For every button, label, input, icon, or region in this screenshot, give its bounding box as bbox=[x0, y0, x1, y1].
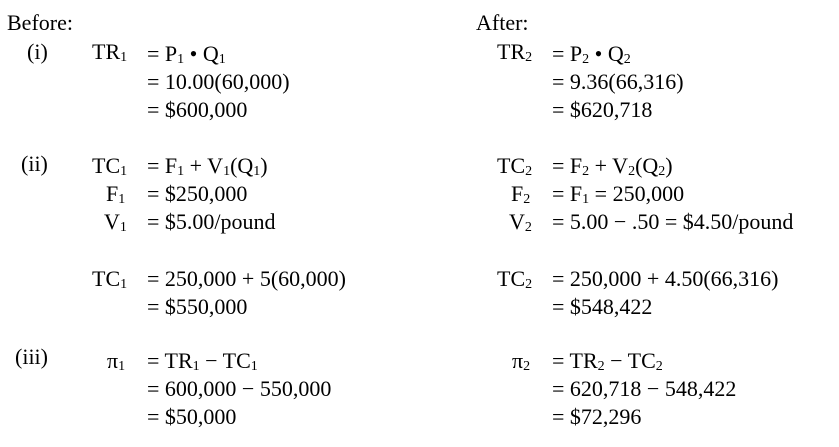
before-tc-formula: = F1 + V1(Q1) bbox=[147, 153, 268, 179]
before-variable-cost-label: V1 bbox=[104, 209, 127, 235]
before-fixed-cost-value: = $250,000 bbox=[147, 181, 248, 206]
before-profit-label: π1 bbox=[107, 348, 126, 374]
before-profit-substitution: = 600,000 − 550,000 bbox=[147, 376, 332, 401]
after-tc-calc-label: TC2 bbox=[497, 266, 533, 292]
before-fixed-cost-label: F1 bbox=[106, 181, 126, 207]
after-tc-calc-result: = $548,422 bbox=[552, 294, 653, 319]
before-tr-substitution: = 10.00(60,000) bbox=[147, 69, 290, 94]
before-profit-result: = $50,000 bbox=[147, 404, 237, 429]
after-variable-cost-value: = 5.00 − .50 = $4.50/pound bbox=[552, 209, 794, 234]
before-profit-formula: = TR1 − TC1 bbox=[147, 348, 258, 374]
after-tc-label: TC2 bbox=[497, 153, 533, 179]
before-tr-formula: = P1 • Q1 bbox=[147, 41, 226, 67]
after-profit-substitution: = 620,718 − 548,422 bbox=[552, 376, 737, 401]
after-tc-formula: = F2 + V2(Q2) bbox=[552, 153, 673, 179]
step-label-ii: (ii) bbox=[21, 151, 48, 176]
after-tr-result: = $620,718 bbox=[552, 97, 653, 122]
step-label-i: (i) bbox=[27, 39, 48, 64]
before-tr-result: = $600,000 bbox=[147, 97, 248, 122]
after-tr-label: TR2 bbox=[497, 39, 533, 65]
after-profit-result: = $72,296 bbox=[552, 404, 642, 429]
step-label-iii: (iii) bbox=[15, 344, 48, 369]
before-tc-calc-substitution: = 250,000 + 5(60,000) bbox=[147, 266, 346, 291]
after-tc-calc-substitution: = 250,000 + 4.50(66,316) bbox=[552, 266, 779, 291]
after-profit-label: π2 bbox=[512, 348, 531, 374]
after-heading: After: bbox=[476, 10, 529, 35]
before-heading: Before: bbox=[7, 10, 73, 35]
before-tc-calc-result: = $550,000 bbox=[147, 294, 248, 319]
before-tc-label: TC1 bbox=[92, 153, 128, 179]
before-tc-calc-label: TC1 bbox=[92, 266, 128, 292]
before-variable-cost-value: = $5.00/pound bbox=[147, 209, 276, 234]
after-fixed-cost-value: = F1 = 250,000 bbox=[552, 181, 685, 207]
after-tr-formula: = P2 • Q2 bbox=[552, 41, 631, 67]
after-tr-substitution: = 9.36(66,316) bbox=[552, 69, 684, 94]
after-profit-formula: = TR2 − TC2 bbox=[552, 348, 663, 374]
before-tr-label: TR1 bbox=[92, 39, 128, 65]
after-variable-cost-label: V2 bbox=[509, 209, 532, 235]
after-fixed-cost-label: F2 bbox=[511, 181, 531, 207]
